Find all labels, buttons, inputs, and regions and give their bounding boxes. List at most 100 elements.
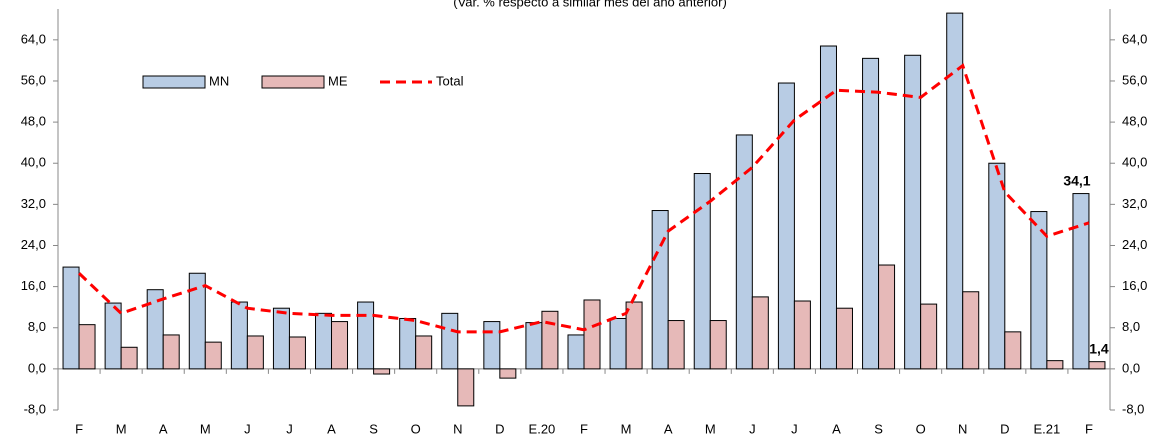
bar xyxy=(1088,361,1106,370)
data-label: 1,4 xyxy=(1089,340,1109,356)
bar xyxy=(331,321,349,370)
bar xyxy=(1030,211,1048,370)
x-tick-label: M xyxy=(705,421,716,436)
chart-subtitle: (Var. % respecto a similar mes del año a… xyxy=(453,0,727,9)
y-tick-label: 16,0 xyxy=(21,278,46,293)
x-tick-label: A xyxy=(664,421,673,436)
y-tick-label: 24,0 xyxy=(21,237,46,252)
bar xyxy=(357,301,375,370)
y2-tick-label: 64,0 xyxy=(1122,31,1147,46)
y2-tick-label: -8,0 xyxy=(1122,401,1144,416)
y2-tick-label: 48,0 xyxy=(1122,114,1147,129)
legend-label: ME xyxy=(328,73,348,88)
bar xyxy=(415,335,433,370)
bar xyxy=(499,368,517,379)
bar xyxy=(735,134,753,370)
bar xyxy=(104,302,122,370)
x-tick-label: J xyxy=(286,421,293,436)
x-tick-label: E.20 xyxy=(529,421,556,436)
bar xyxy=(793,300,811,370)
y-tick-label: 40,0 xyxy=(21,155,46,170)
bar xyxy=(78,324,96,370)
bar xyxy=(862,57,880,370)
bar xyxy=(567,334,585,370)
bar xyxy=(819,45,837,370)
x-tick-label: M xyxy=(116,421,127,436)
bar xyxy=(541,310,559,370)
bar xyxy=(1004,331,1022,370)
x-tick-label: M xyxy=(200,421,211,436)
x-tick-label: F xyxy=(580,421,588,436)
bar xyxy=(230,301,248,370)
bar xyxy=(1046,360,1064,370)
legend-swatch xyxy=(261,75,325,89)
x-tick-label: E.21 xyxy=(1034,421,1061,436)
bar xyxy=(246,335,264,370)
x-tick-label: S xyxy=(369,421,378,436)
bar xyxy=(373,368,391,375)
bar xyxy=(667,320,685,370)
bar xyxy=(878,264,896,370)
x-tick-label: J xyxy=(244,421,251,436)
bar xyxy=(146,289,164,370)
bar xyxy=(777,82,795,370)
x-tick-label: D xyxy=(1000,421,1009,436)
bar xyxy=(751,296,769,370)
bar xyxy=(625,301,643,370)
x-tick-label: J xyxy=(749,421,756,436)
y2-tick-label: 8,0 xyxy=(1122,319,1140,334)
bar xyxy=(162,334,180,370)
x-tick-label: A xyxy=(159,421,168,436)
y2-tick-label: 16,0 xyxy=(1122,278,1147,293)
y-tick-label: 0,0 xyxy=(28,360,46,375)
y-tick-label: 64,0 xyxy=(21,31,46,46)
bar xyxy=(120,346,138,370)
bar xyxy=(315,312,333,370)
x-tick-label: A xyxy=(327,421,336,436)
y-tick-label: 32,0 xyxy=(21,196,46,211)
x-tick-label: F xyxy=(75,421,83,436)
bar xyxy=(188,272,206,370)
bar xyxy=(457,368,475,407)
x-tick-label: O xyxy=(916,421,926,436)
legend-swatch xyxy=(142,75,206,89)
y-tick-label: 56,0 xyxy=(21,72,46,87)
y-tick-label: 48,0 xyxy=(21,114,46,129)
bar xyxy=(62,266,80,370)
bar xyxy=(441,312,459,370)
y2-tick-label: 40,0 xyxy=(1122,155,1147,170)
legend-label: Total xyxy=(436,73,464,88)
data-label: 34,1 xyxy=(1063,172,1090,188)
legend-label: MN xyxy=(209,73,229,88)
y2-tick-label: 56,0 xyxy=(1122,72,1147,87)
x-tick-label: N xyxy=(958,421,967,436)
x-tick-label: J xyxy=(791,421,798,436)
line xyxy=(78,63,1090,334)
bar xyxy=(709,320,727,370)
y2-tick-label: 0,0 xyxy=(1122,360,1140,375)
bar xyxy=(272,307,290,370)
x-tick-label: D xyxy=(495,421,504,436)
x-tick-label: O xyxy=(411,421,421,436)
x-tick-label: A xyxy=(832,421,841,436)
y-tick-label: 8,0 xyxy=(28,319,46,334)
x-tick-label: M xyxy=(621,421,632,436)
y-tick-label: -8,0 xyxy=(24,401,46,416)
bar xyxy=(904,54,922,370)
bar xyxy=(288,336,306,370)
x-tick-label: S xyxy=(874,421,883,436)
bar xyxy=(525,322,543,370)
bar xyxy=(693,173,711,370)
bar xyxy=(204,341,222,370)
bar xyxy=(1072,193,1090,370)
x-tick-label: N xyxy=(453,421,462,436)
bar xyxy=(835,307,853,370)
bar xyxy=(583,299,601,370)
bar xyxy=(988,162,1006,370)
bar xyxy=(962,291,980,370)
bar xyxy=(483,321,501,370)
bar xyxy=(609,317,627,370)
bar xyxy=(651,210,669,370)
bar xyxy=(399,317,417,370)
